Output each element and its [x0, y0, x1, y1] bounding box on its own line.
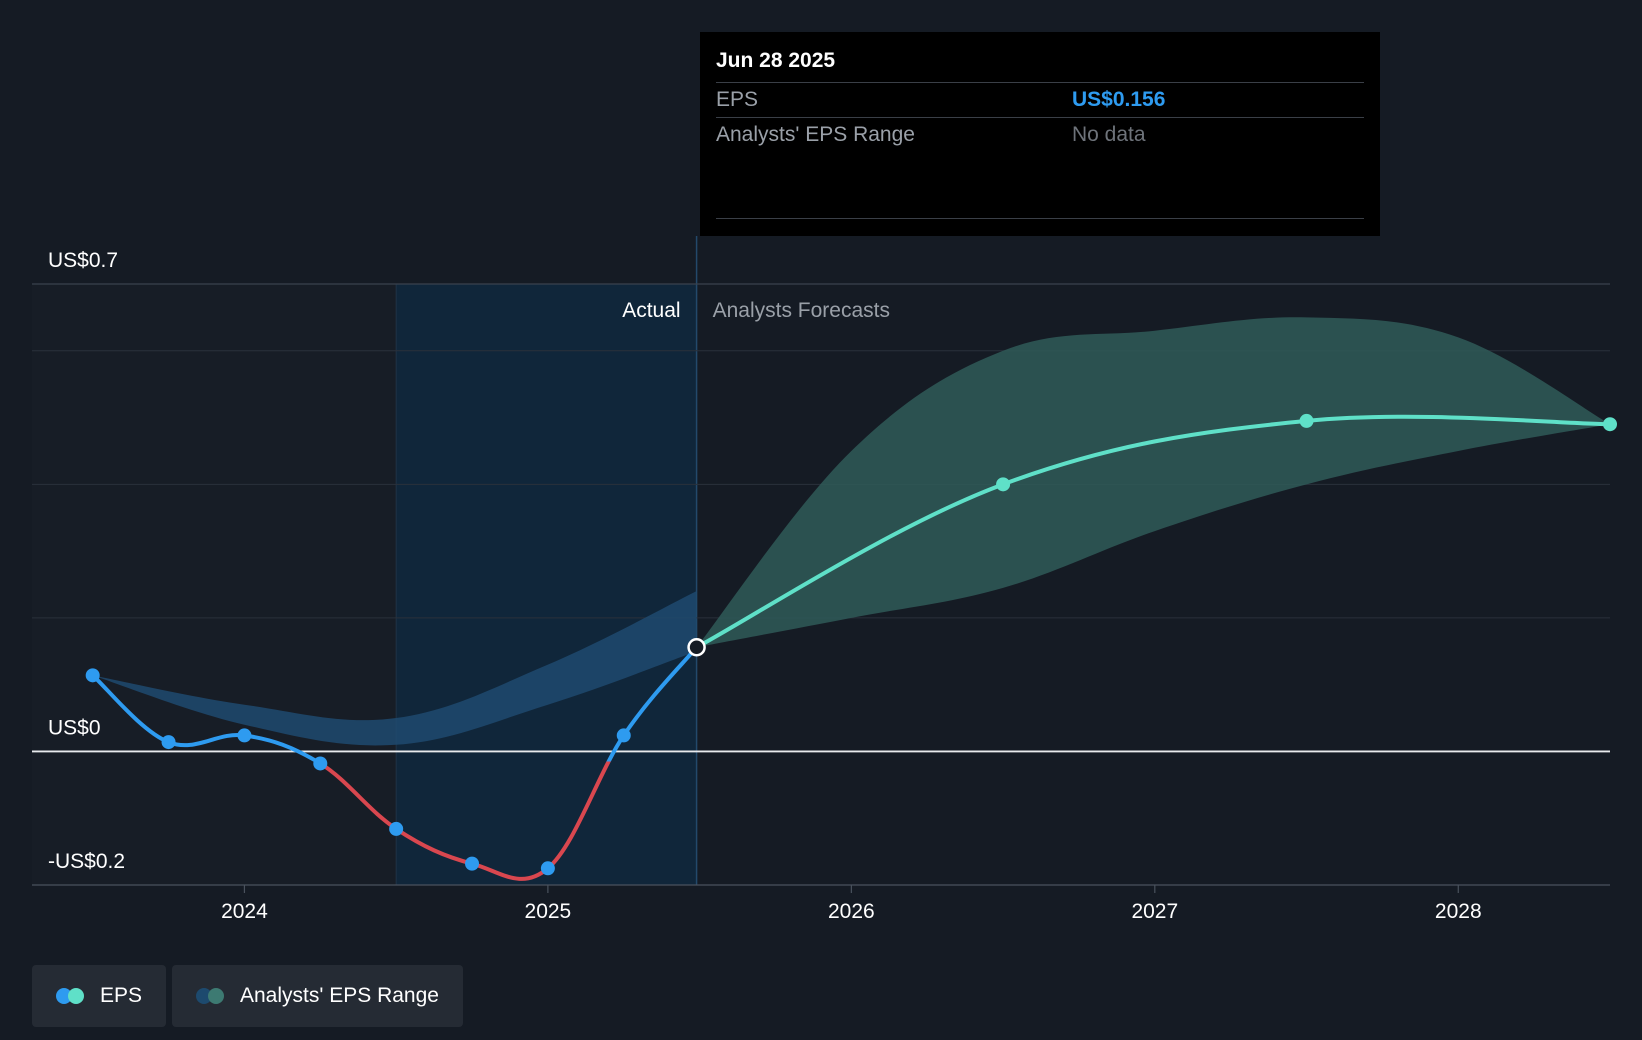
tooltip-eps-label: EPS	[716, 88, 759, 111]
actual-eps-point	[237, 728, 252, 743]
forecast-eps-point	[996, 477, 1011, 492]
tooltip-range-row: Analysts' EPS Range No data	[716, 118, 1364, 152]
legend-eps-icon	[56, 988, 90, 1004]
y-tick-label: US$0	[48, 716, 101, 739]
actual-range-band	[92, 591, 697, 746]
legend-range-icon	[196, 988, 230, 1004]
tooltip-date: Jun 28 2025	[716, 46, 1364, 83]
actual-eps-point	[465, 856, 480, 871]
tooltip-range-value: No data	[1072, 123, 1146, 146]
actual-eps-point	[389, 821, 404, 836]
highlight-region	[396, 284, 697, 885]
legend-analysts-range[interactable]: Analysts' EPS Range	[172, 965, 463, 1027]
y-tick-label: US$0.7	[48, 249, 118, 272]
legend-eps[interactable]: EPS	[32, 965, 167, 1027]
legend-range-label: Analysts' EPS Range	[240, 984, 439, 1007]
tooltip-eps-value: US$0.156	[1072, 88, 1166, 111]
x-tick-label: 2026	[828, 900, 875, 923]
forecast-range-band	[696, 317, 1610, 648]
x-tick-label: 2028	[1435, 900, 1482, 923]
actual-eps-point	[616, 728, 631, 743]
forecast-eps-line	[695, 414, 1611, 650]
legend-dot-forecast	[68, 988, 84, 1004]
tooltip-eps-row: EPS US$0.156	[716, 83, 1364, 118]
tooltip-range-label: Analysts' EPS Range	[716, 123, 915, 146]
actual-eps-point	[313, 756, 328, 771]
forecast-eps-point	[1299, 413, 1314, 428]
x-tick-label: 2024	[221, 900, 268, 923]
past-region	[32, 284, 397, 885]
forecast-eps-point	[1603, 417, 1617, 432]
hover-tooltip: Jun 28 2025 EPS US$0.156 Analysts' EPS R…	[700, 32, 1380, 236]
legend-dot-range-forecast	[208, 988, 224, 1004]
actual-eps-point	[540, 861, 555, 876]
selected-eps-point	[687, 638, 706, 657]
legend-eps-label: EPS	[100, 984, 143, 1007]
forecast-label: Analysts Forecasts	[713, 299, 890, 322]
actual-label: Actual	[622, 299, 680, 322]
x-tick-label: 2027	[1131, 900, 1178, 923]
tooltip-divider	[716, 218, 1364, 219]
x-tick-label: 2025	[525, 900, 572, 923]
actual-eps-line	[91, 645, 699, 762]
actual-eps-point	[85, 668, 100, 683]
y-tick-label: -US$0.2	[48, 850, 125, 873]
actual-eps-point	[161, 735, 176, 750]
